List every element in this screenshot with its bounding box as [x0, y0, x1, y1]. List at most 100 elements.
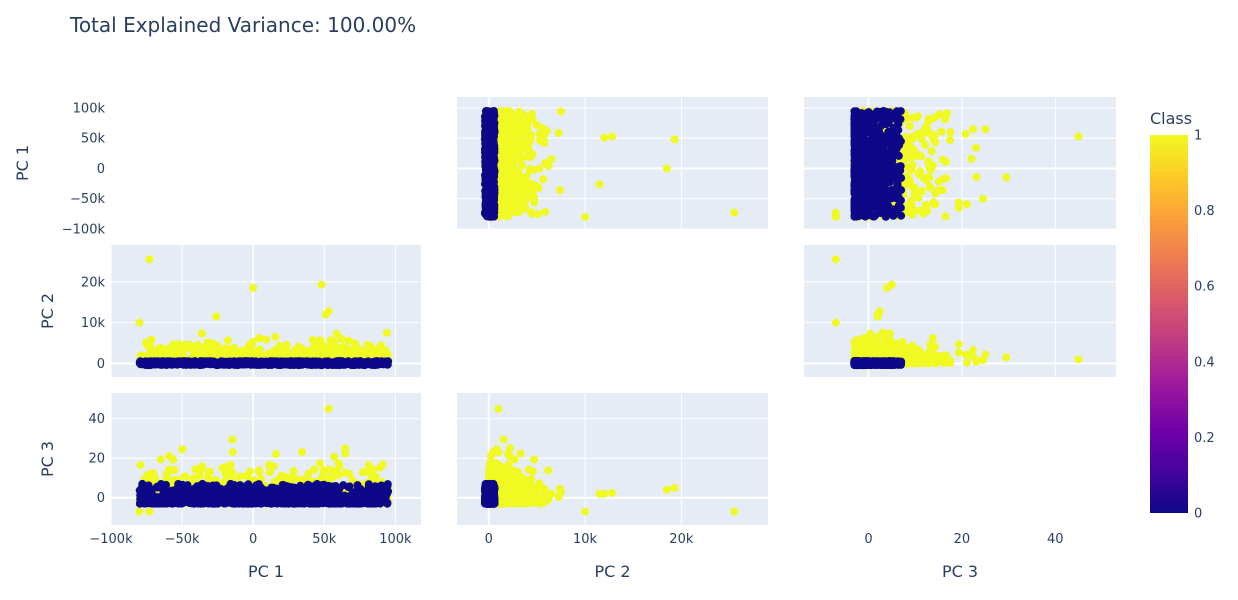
point-class-0 — [859, 142, 867, 150]
point-class-1 — [940, 175, 948, 183]
point-class-1 — [527, 208, 535, 216]
point-class-0 — [851, 130, 859, 138]
point-class-0 — [891, 123, 899, 131]
point-class-1 — [502, 210, 510, 218]
point-class-1 — [968, 155, 976, 163]
point-class-0 — [487, 142, 495, 150]
point-class-1 — [383, 329, 391, 337]
point-class-0 — [897, 196, 905, 204]
point-class-0 — [485, 212, 493, 220]
point-class-0 — [483, 165, 491, 173]
point-class-1 — [939, 156, 947, 164]
point-class-0 — [897, 174, 905, 182]
point-class-1 — [906, 176, 914, 184]
y-tick-label: 0 — [97, 357, 105, 372]
point-class-1 — [925, 157, 933, 165]
point-class-1 — [911, 184, 919, 192]
point-class-1 — [221, 344, 229, 352]
point-class-1 — [906, 122, 914, 130]
point-class-1 — [914, 112, 922, 120]
point-class-1 — [963, 200, 971, 208]
point-class-1 — [928, 147, 936, 155]
point-class-0 — [884, 210, 892, 218]
point-class-1 — [506, 171, 514, 179]
point-class-0 — [876, 142, 884, 150]
point-class-1 — [504, 141, 512, 149]
point-class-1 — [921, 141, 929, 149]
point-class-0 — [851, 172, 859, 180]
y-tick-label: 100k — [73, 101, 106, 116]
panel-pc2-vs-pc1[interactable]: 0 10k 20k PC 2 — [38, 245, 421, 377]
point-class-1 — [906, 164, 914, 172]
point-class-0 — [354, 359, 362, 367]
point-class-1 — [518, 198, 526, 206]
point-class-0 — [210, 360, 218, 368]
point-class-1 — [514, 183, 522, 191]
point-class-0 — [887, 151, 895, 159]
point-class-1 — [596, 180, 604, 188]
point-class-1 — [937, 128, 945, 136]
y-axis-title: PC 2 — [38, 293, 57, 329]
point-class-1 — [318, 342, 326, 350]
y-axis-title: PC 1 — [13, 145, 32, 181]
point-class-1 — [318, 281, 326, 289]
point-class-1 — [931, 139, 939, 147]
point-class-0 — [366, 360, 374, 368]
point-class-0 — [867, 165, 875, 173]
point-class-0 — [850, 120, 858, 128]
point-class-1 — [508, 162, 516, 170]
point-class-1 — [942, 212, 950, 220]
point-class-0 — [482, 107, 490, 115]
y-tick-label: 20k — [81, 275, 106, 290]
point-class-0 — [881, 165, 889, 173]
point-class-1 — [309, 336, 317, 344]
panel-pc1-vs-pc3[interactable] — [804, 97, 1116, 229]
point-class-0 — [323, 361, 331, 369]
chart-title: Total Explained Variance: 100.00% — [69, 13, 416, 37]
point-class-1 — [516, 118, 524, 126]
point-class-1 — [205, 347, 213, 355]
point-class-1 — [671, 135, 679, 143]
point-class-0 — [897, 107, 905, 115]
point-class-1 — [907, 197, 915, 205]
point-class-1 — [934, 187, 942, 195]
point-class-0 — [851, 211, 859, 219]
point-class-1 — [946, 136, 954, 144]
point-class-0 — [486, 192, 494, 200]
point-class-0 — [895, 141, 903, 149]
point-class-1 — [963, 359, 971, 367]
point-class-1 — [325, 307, 333, 315]
point-class-1 — [198, 329, 206, 337]
point-class-0 — [490, 205, 498, 213]
point-class-1 — [296, 349, 304, 357]
point-class-0 — [231, 359, 239, 367]
point-class-1 — [914, 151, 922, 159]
point-class-0 — [484, 130, 492, 138]
point-class-1 — [523, 152, 531, 160]
point-class-1 — [608, 132, 616, 140]
point-class-1 — [504, 109, 512, 117]
panel-pc2-vs-pc3[interactable] — [804, 245, 1116, 377]
point-class-1 — [527, 135, 535, 143]
point-class-0 — [877, 181, 885, 189]
panel-pc1-vs-pc2[interactable] — [457, 97, 768, 229]
point-class-0 — [861, 192, 869, 200]
point-class-0 — [854, 202, 862, 210]
point-class-1 — [908, 211, 916, 219]
y-tick-label: −100k — [62, 223, 106, 238]
point-class-0 — [248, 357, 256, 365]
point-class-0 — [850, 181, 858, 189]
point-class-0 — [485, 181, 493, 189]
point-class-0 — [302, 359, 310, 367]
point-class-1 — [969, 125, 977, 133]
point-class-0 — [885, 108, 893, 116]
point-class-1 — [182, 340, 190, 348]
point-class-1 — [374, 346, 382, 354]
point-class-1 — [663, 164, 671, 172]
point-class-1 — [351, 339, 359, 347]
y-tick-label: 10k — [81, 316, 106, 331]
point-class-0 — [292, 358, 300, 366]
point-class-0 — [855, 165, 863, 173]
